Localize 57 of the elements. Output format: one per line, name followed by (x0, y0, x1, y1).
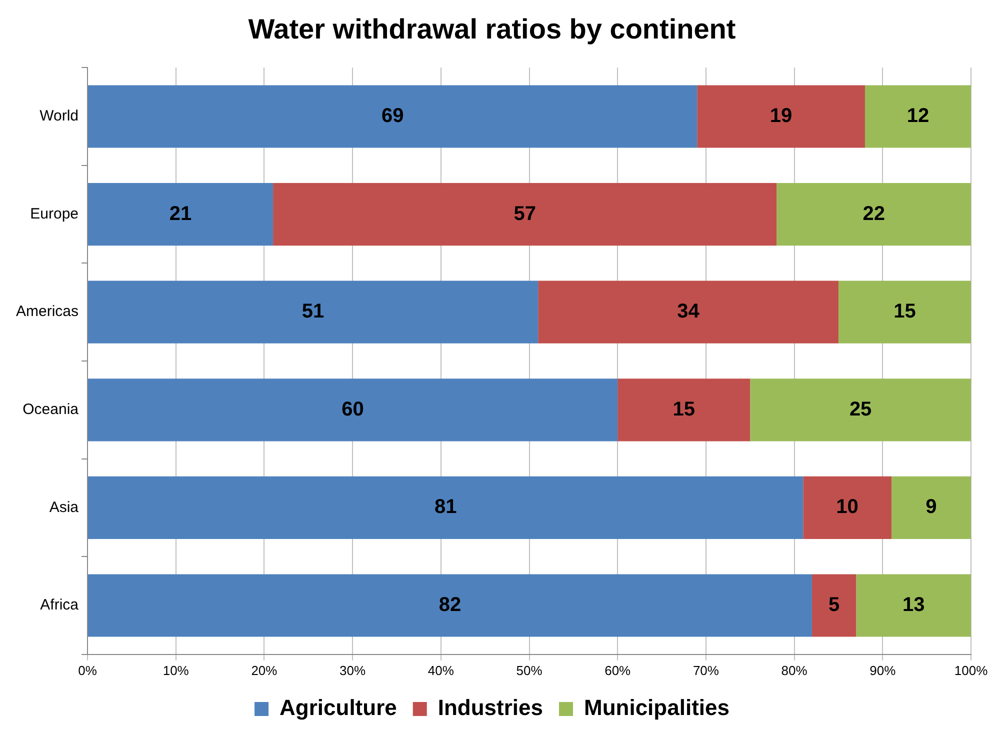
bar (273, 183, 777, 246)
bar (776, 183, 971, 246)
data-label: 25 (849, 398, 872, 420)
bar (812, 574, 856, 637)
x-tick-label: 20% (251, 662, 278, 678)
bar (891, 476, 971, 539)
y-tick-label: Asia (49, 498, 80, 516)
x-tick-label: 100% (954, 662, 988, 678)
bar (856, 574, 971, 637)
x-tick-label: 0% (78, 662, 98, 678)
data-label: 19 (770, 105, 792, 128)
data-label: 15 (672, 398, 695, 420)
legend-label: Municipalities (584, 695, 730, 720)
legend-label: Industries (438, 695, 544, 720)
data-label: 22 (862, 202, 885, 225)
x-tick-label: 50% (516, 662, 543, 678)
data-label: 13 (902, 594, 925, 616)
bar (88, 574, 812, 637)
bar (88, 183, 274, 246)
bar (750, 378, 971, 442)
data-label: 82 (438, 594, 462, 616)
data-label: 15 (894, 300, 916, 323)
bar (838, 280, 971, 344)
x-tick-label: 90% (870, 662, 896, 678)
data-label: 81 (434, 496, 457, 518)
data-label: 5 (828, 594, 840, 616)
y-tick-label: Oceania (22, 401, 80, 418)
data-label: 21 (169, 202, 192, 225)
bar (538, 280, 838, 344)
x-tick-label: 80% (781, 662, 808, 678)
legend-label: Agriculture (280, 695, 397, 720)
x-tick-label: 30% (340, 662, 366, 678)
bar (88, 85, 698, 148)
bar (803, 476, 892, 539)
bar (864, 85, 971, 148)
data-label: 9 (926, 496, 937, 518)
data-label: 69 (381, 105, 404, 128)
bar (88, 280, 538, 344)
x-tick-label: 70% (692, 662, 720, 678)
data-label: 57 (514, 202, 536, 225)
data-label: 12 (906, 105, 930, 128)
bar (618, 378, 750, 442)
y-tick-label: World (40, 108, 79, 125)
x-tick-label: 10% (162, 662, 190, 678)
data-label: 51 (302, 300, 324, 323)
y-tick-label: Europe (30, 205, 79, 222)
chart-title: Water withdrawal ratios by continent (248, 14, 736, 45)
y-tick-label: Africa (40, 596, 80, 614)
x-tick-label: 40% (428, 662, 454, 678)
x-tick-label: 60% (604, 662, 632, 678)
y-tick-label: Americas (16, 303, 79, 320)
bar (697, 85, 865, 148)
data-label: 34 (677, 300, 700, 323)
bar (88, 378, 618, 442)
data-label: 60 (342, 398, 364, 420)
bar (88, 476, 804, 539)
data-label: 10 (836, 496, 858, 518)
